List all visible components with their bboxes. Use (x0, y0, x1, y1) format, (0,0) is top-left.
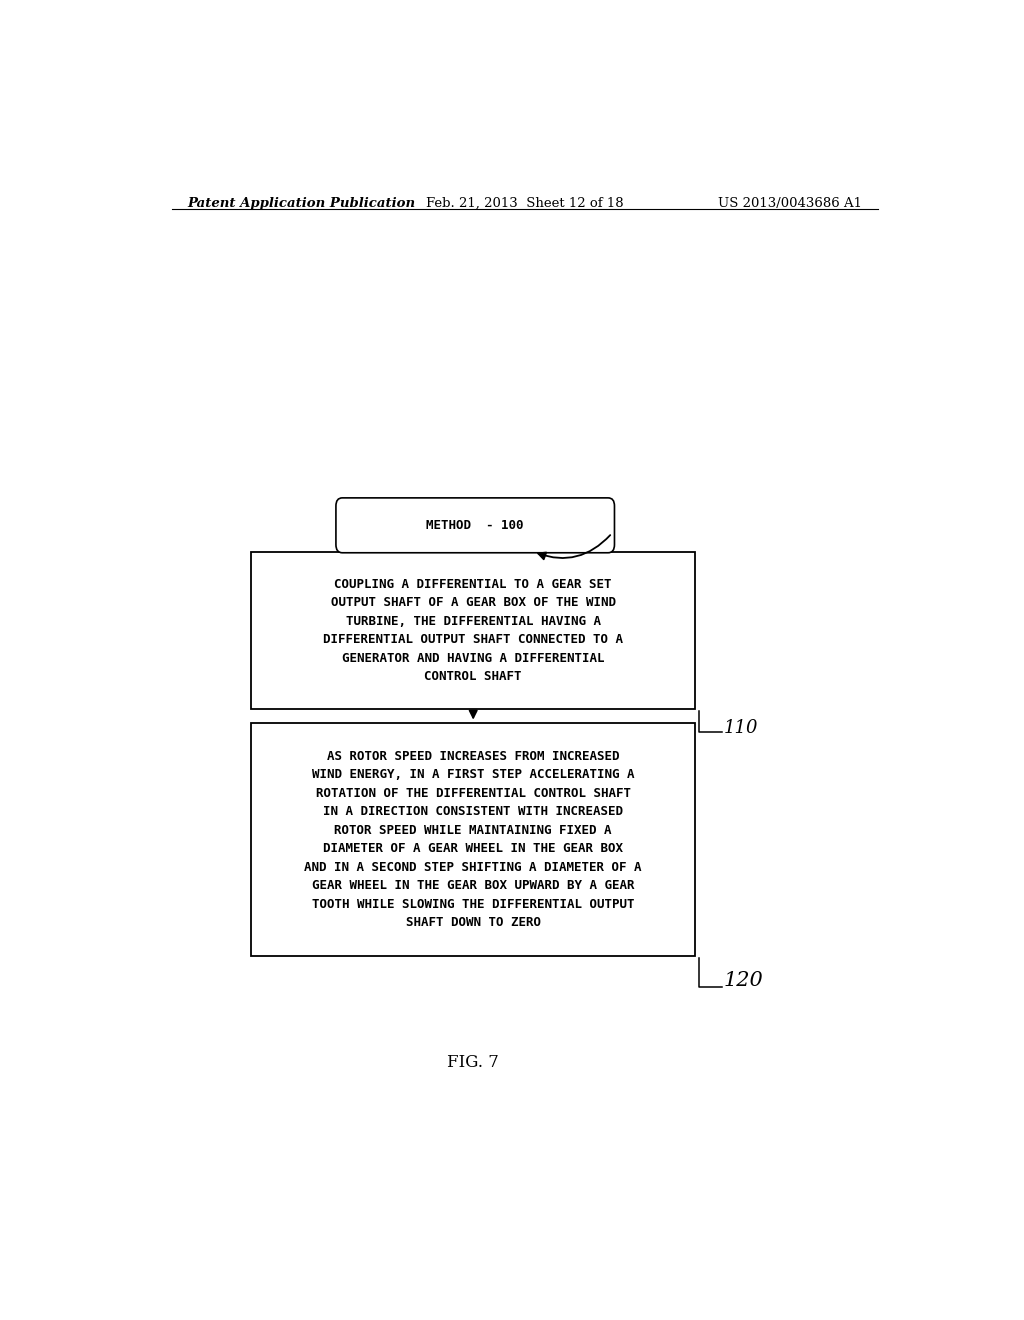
Text: Feb. 21, 2013  Sheet 12 of 18: Feb. 21, 2013 Sheet 12 of 18 (426, 197, 624, 210)
FancyBboxPatch shape (251, 722, 695, 956)
Text: 120: 120 (724, 972, 764, 990)
Text: COUPLING A DIFFERENTIAL TO A GEAR SET
OUTPUT SHAFT OF A GEAR BOX OF THE WIND
TUR: COUPLING A DIFFERENTIAL TO A GEAR SET OU… (324, 578, 624, 684)
Text: US 2013/0043686 A1: US 2013/0043686 A1 (718, 197, 862, 210)
FancyBboxPatch shape (336, 498, 614, 553)
Text: AS ROTOR SPEED INCREASES FROM INCREASED
WIND ENERGY, IN A FIRST STEP ACCELERATIN: AS ROTOR SPEED INCREASES FROM INCREASED … (304, 750, 642, 929)
Text: METHOD  - 100: METHOD - 100 (426, 519, 524, 532)
FancyBboxPatch shape (251, 552, 695, 709)
Text: FIG. 7: FIG. 7 (447, 1055, 499, 1072)
Text: Patent Application Publication: Patent Application Publication (187, 197, 416, 210)
Text: 110: 110 (724, 718, 759, 737)
